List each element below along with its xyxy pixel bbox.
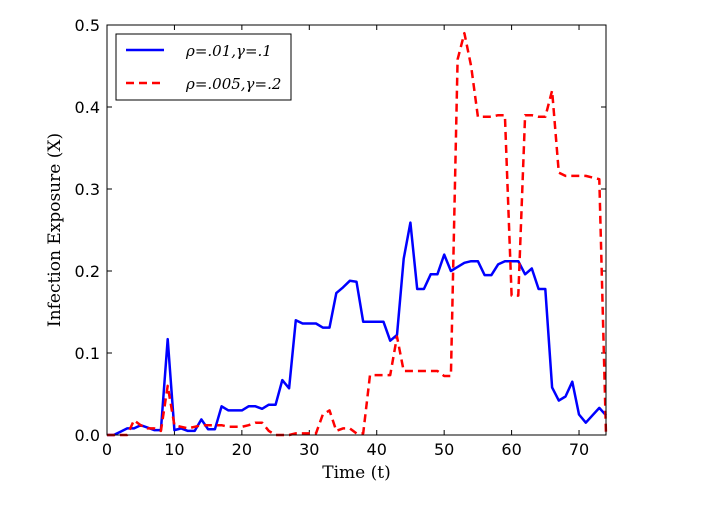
x-tick-label: 0: [102, 440, 112, 459]
legend-label-1: ρ=.01,γ=.1: [185, 42, 272, 60]
x-tick-label: 70: [569, 440, 589, 459]
legend-box: [115, 33, 292, 101]
y-tick-label: 0.1: [75, 344, 100, 363]
series-line-1: [107, 221, 607, 437]
x-tick-label: 10: [164, 440, 184, 459]
x-tick-label: 60: [501, 440, 521, 459]
axis-ticks: 0 10 20 30 40 50 60 70 0.0 0.1 0.2 0.3 0.4 0.5: [75, 16, 606, 459]
y-tick-label: 0.0: [75, 426, 100, 445]
y-tick-label: 0.2: [75, 262, 100, 281]
x-axis-title: Time (t): [322, 463, 390, 483]
y-tick-label: 0.4: [75, 98, 100, 117]
y-tick-label: 0.3: [75, 180, 100, 199]
x-tick-label: 20: [232, 440, 252, 459]
y-tick-label: 0.5: [75, 16, 100, 35]
data-series: [107, 31, 608, 437]
plot-frame: [106, 24, 607, 436]
x-tick-label: 50: [434, 440, 454, 459]
legend-label-2: ρ=.005,γ=.2: [185, 75, 281, 93]
x-tick-label: 40: [367, 440, 387, 459]
series-line-2: [107, 31, 608, 437]
y-axis-title: Infection Exposure (X): [45, 133, 65, 327]
x-tick-label: 30: [299, 440, 319, 459]
legend: ρ=.01,γ=.1 ρ=.005,γ=.2: [115, 33, 292, 101]
